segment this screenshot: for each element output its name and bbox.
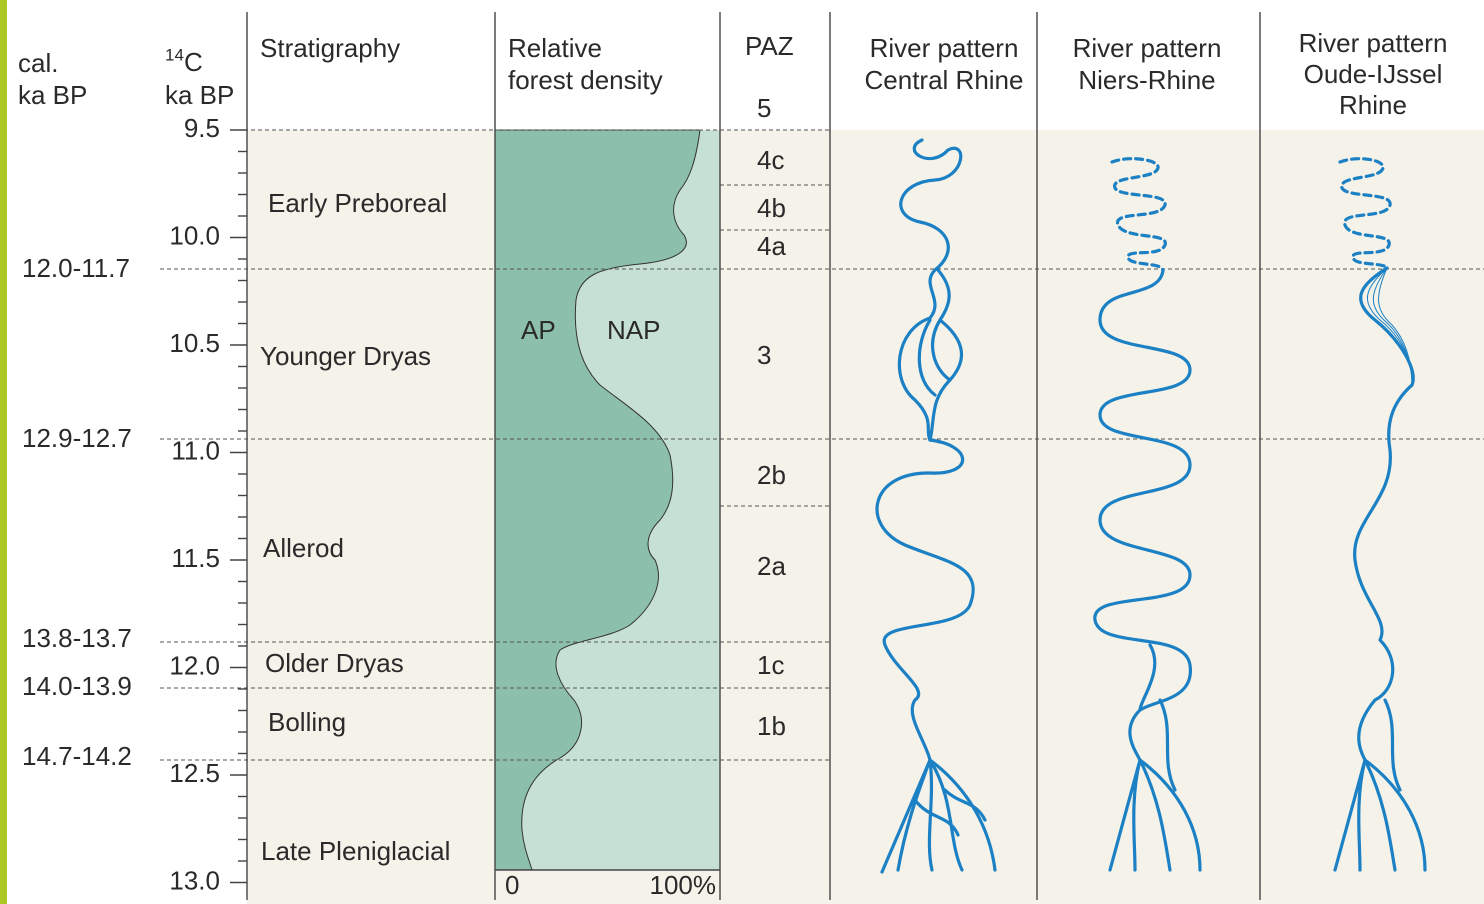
stratigraphy-label: Younger Dryas [260,341,431,371]
header-cal: cal. [18,48,58,78]
tick-label: 13.0 [169,865,220,895]
header-c14: C [184,47,203,77]
cal-label: 14.0-13.9 [22,671,132,701]
paz-label: 2a [757,551,786,581]
header-forest: Relative [508,33,602,63]
stratigraphy-label: Allerod [263,533,344,563]
side-bar [0,0,7,904]
stratigraphy-label: Older Dryas [265,648,404,678]
cal-label: 13.8-13.7 [22,623,132,653]
stratigraphy-label: Late Pleniglacial [261,836,450,866]
stratigraphy-label: Early Preboreal [268,188,447,218]
cal-label: 12.9-12.7 [22,423,132,453]
paz-label: 1c [757,650,784,680]
header-river: River pattern [1299,28,1448,58]
header-c14-sup: 14 [165,45,184,64]
tick-label: 11.5 [171,543,220,573]
header-river: Niers-Rhine [1078,65,1215,95]
tick-label: 10.5 [169,328,220,358]
header-c14: ka BP [165,80,234,110]
paz-label: 3 [757,340,771,370]
header-river: Rhine [1339,90,1407,120]
forest-axis-label: 0 [505,870,519,900]
paz-label: 2b [757,460,786,490]
header-river: Central Rhine [865,65,1024,95]
paz-label: 4b [757,193,786,223]
paz-label: 5 [757,93,771,123]
header-stratigraphy: Stratigraphy [260,33,400,63]
forest-axis-label: 100% [650,870,717,900]
cal-label: 12.0-11.7 [22,253,130,283]
header-river: Oude-IJssel [1304,59,1443,89]
stratigraphy-label: Bolling [268,707,346,737]
tick-label: 10.0 [169,220,220,250]
tick-label: 9.5 [184,113,220,143]
paz-label: 1b [757,711,786,741]
c14-axis [230,130,247,883]
background [247,130,1484,904]
paz-label: 4a [757,231,786,261]
forest-label: AP [521,315,556,345]
header-paz: PAZ [745,31,794,61]
cal-label: 14.7-14.2 [22,741,132,771]
figure: cal.ka BP14Cka BPStratigraphyRelativefor… [0,0,1484,904]
header-river: River pattern [1073,33,1222,63]
header-forest: forest density [508,65,663,95]
header-river: River pattern [870,33,1019,63]
tick-label: 11.0 [171,435,220,465]
paz-label: 4c [757,145,784,175]
header-cal: ka BP [18,80,87,110]
tick-label: 12.0 [169,650,220,680]
forest-label: NAP [607,315,660,345]
tick-label: 12.5 [169,758,220,788]
